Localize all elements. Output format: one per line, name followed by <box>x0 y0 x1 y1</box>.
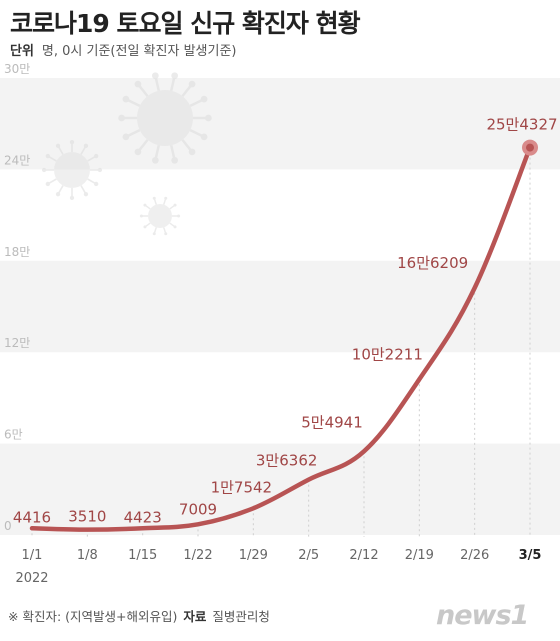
y-tick-label: 0 <box>4 519 12 533</box>
data-label: 10만2211 <box>352 345 423 363</box>
y-tick-label: 12만 <box>4 336 30 350</box>
x-axis-year-label: 2022 <box>15 571 48 586</box>
virus-large-icon <box>118 72 212 164</box>
source-label: 자료 <box>183 609 207 624</box>
data-label: 4423 <box>124 508 162 526</box>
footnote-text: ※ 확진자: (지역발생+해외유입) <box>8 609 178 624</box>
y-axis-ticks: 0 6만 12만 18만 24만 30만 <box>4 62 30 533</box>
y-tick-label: 6만 <box>4 428 23 442</box>
virus-small-icon <box>139 196 181 236</box>
data-label: 7009 <box>179 500 217 518</box>
x-tick-label: 2/19 <box>405 548 434 563</box>
chart-subtitle: 단위 명, 0시 기준(전일 확진자 발생기준) <box>10 40 236 59</box>
virus-spike-tip <box>177 214 181 218</box>
virus-body <box>137 90 193 146</box>
virus-medium-icon <box>41 139 103 201</box>
virus-spike-tip <box>69 139 75 145</box>
virus-spike-tip <box>164 232 168 236</box>
virus-spike-tip <box>134 80 142 88</box>
virus-spike-tip <box>200 95 208 103</box>
x-tick-label: 2/5 <box>298 548 319 563</box>
data-labels: 4416 3510 4423 7009 1만7542 3만6362 5만4941 10만221… <box>13 116 558 527</box>
virus-spike-tip <box>151 72 159 80</box>
x-tick-label: 2/26 <box>460 548 489 563</box>
y-tick-label: 18만 <box>4 245 30 259</box>
virus-spike-tip <box>69 195 75 201</box>
virus-spike-tip <box>164 196 168 200</box>
grid-band <box>0 443 560 535</box>
x-tick-label: 1/1 <box>22 548 43 563</box>
virus-spike-tip <box>41 167 47 173</box>
data-label: 4416 <box>13 508 51 526</box>
virus-spike-tip <box>83 143 89 148</box>
x-tick-label: 1/8 <box>77 548 98 563</box>
data-label: 25만4327 <box>486 116 557 134</box>
virus-spike-tip <box>173 225 177 229</box>
virus-spike-tip <box>55 143 61 148</box>
virus-spike-tip <box>171 72 179 80</box>
x-tick-label: 1/22 <box>183 548 212 563</box>
virus-spike-tip <box>188 148 196 156</box>
virus-spike-tip <box>83 192 89 197</box>
y-tick-label: 24만 <box>4 153 30 167</box>
virus-spike-tip <box>173 203 177 207</box>
unit-note: 명, 0시 기준(전일 확진자 발생기준) <box>41 44 237 59</box>
chart-title: 코로나19 토요일 신규 확진자 현황 <box>10 9 361 38</box>
data-label: 1만7542 <box>211 478 273 496</box>
data-label: 5만4941 <box>301 413 363 431</box>
virus-spike-tip <box>152 232 156 236</box>
news1-logo: news1 <box>436 600 529 631</box>
virus-spike-tip <box>134 148 142 156</box>
data-label: 16만6209 <box>397 254 468 272</box>
virus-spike-tip <box>139 214 143 218</box>
virus-spike-tip <box>94 181 99 187</box>
virus-body <box>54 152 90 188</box>
virus-spike-tip <box>122 133 130 141</box>
grid-band <box>0 78 560 170</box>
virus-body <box>148 204 172 228</box>
virus-spike-tip <box>205 114 212 122</box>
y-tick-label: 30만 <box>4 62 30 76</box>
virus-spike-tip <box>45 181 50 187</box>
data-label: 3510 <box>68 508 106 526</box>
x-axis-ticks: 1/1 1/8 1/15 1/22 1/29 2/5 2/12 2/19 2/26 3/5 <box>22 548 542 563</box>
footer-note: ※ 확진자: (지역발생+해외유입) 자료 질병관리청 <box>8 606 270 625</box>
virus-spike-tip <box>188 80 196 88</box>
virus-spike-tip <box>152 196 156 200</box>
data-points <box>522 139 538 156</box>
x-tick-label: 2/12 <box>349 548 378 563</box>
data-point <box>526 143 534 152</box>
virus-spike-tip <box>200 133 208 141</box>
series-line <box>29 145 533 532</box>
virus-spike-tip <box>45 153 50 159</box>
line-chart: 0 6만 12만 18만 24만 30만 1/1 1/8 1/15 1/22 1/29 2/5 2/1… <box>0 62 560 586</box>
unit-label: 단위 <box>10 44 34 59</box>
virus-spike-tip <box>94 153 99 159</box>
data-label: 3만6362 <box>256 452 318 470</box>
grid-bands <box>0 78 560 535</box>
virus-spike-tip <box>55 192 61 197</box>
virus-spike-tip <box>97 167 103 173</box>
grid-band <box>0 260 560 353</box>
virus-spike-tip <box>171 156 179 164</box>
source-name: 질병관리청 <box>212 609 270 624</box>
x-tick-label: 1/15 <box>128 548 157 563</box>
virus-illustration <box>41 72 212 236</box>
virus-spike-tip <box>151 156 159 164</box>
x-tick-label: 3/5 <box>519 548 542 563</box>
virus-spike-tip <box>143 225 147 229</box>
virus-spike-tip <box>118 114 125 122</box>
x-tick-label: 1/29 <box>239 548 268 563</box>
virus-spike-tip <box>122 95 130 103</box>
virus-spike-tip <box>143 203 147 207</box>
